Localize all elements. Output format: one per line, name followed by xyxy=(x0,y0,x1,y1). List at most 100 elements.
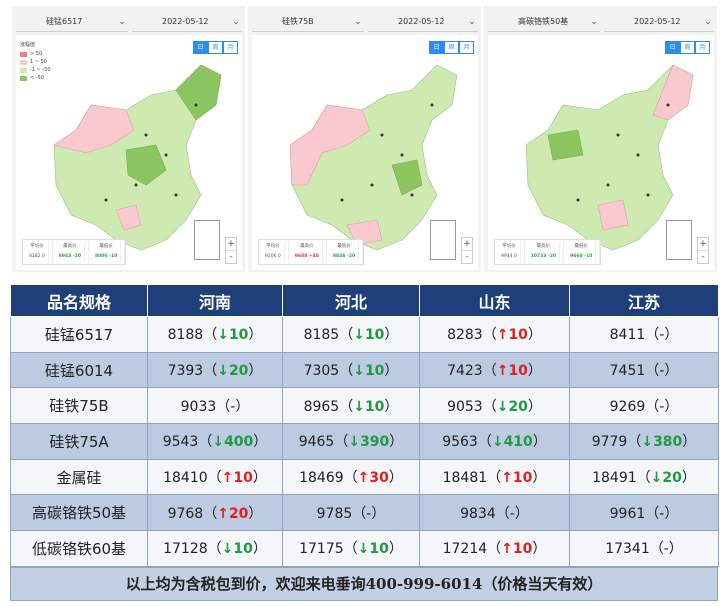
chevron-down-icon: ⌄ xyxy=(354,16,362,27)
tab-month[interactable]: 月 xyxy=(459,41,474,54)
price-value: 17128 xyxy=(163,541,208,558)
chevron-down-icon: ⌄ xyxy=(468,16,476,27)
zoom-out-button[interactable]: - xyxy=(226,250,236,263)
product-name-cell: 硅锰6014 xyxy=(10,351,148,389)
price-cell: 7305（↓10） xyxy=(282,351,420,389)
product-name-cell: 金属硅 xyxy=(10,458,148,496)
china-price-map[interactable]: 涨幅值 > 50 1 ~ 50 -1 ~ -50 < -50 日 周 月 平均价… xyxy=(16,35,242,270)
tab-day[interactable]: 日 xyxy=(429,41,444,54)
table-row: 硅锰6014 7393（↓20） 7305（↓10） 7423（↑10） 7451（-） xyxy=(10,351,719,389)
arrow-down-icon: ↓ xyxy=(641,434,654,451)
arrow-down-icon: ↓ xyxy=(348,434,361,451)
south-sea-inset xyxy=(194,220,220,260)
price-change: 390 xyxy=(360,434,390,451)
price-cell: 8283（↑10） xyxy=(419,316,570,353)
table-row: 硅铁75B 9033（-） 8965（↓10） 9053（↓20） 9269（-） xyxy=(10,387,719,425)
price-change: 10 xyxy=(508,363,528,380)
price-change: 30 xyxy=(369,470,389,487)
price-change: 20 xyxy=(228,363,249,380)
south-sea-inset xyxy=(430,220,456,260)
date-select[interactable]: 2022-05-12 ⌄ xyxy=(604,12,714,32)
price-cell: 9033（-） xyxy=(147,387,283,425)
tab-week[interactable]: 周 xyxy=(680,41,695,54)
price-change: - xyxy=(659,327,665,344)
price-value: 17341 xyxy=(605,541,650,558)
legend-label: < -50 xyxy=(30,75,44,81)
chevron-down-icon: ⌄ xyxy=(704,16,712,27)
price-stats: 平均价 8282 0 最高价 8943 -20 最低价 8000 -10 xyxy=(22,239,127,265)
product-select[interactable]: 高碳铬铁50基 ⌄ xyxy=(488,12,600,32)
zoom-in-button[interactable]: + xyxy=(699,239,707,249)
legend-title: 涨幅值 xyxy=(20,42,36,48)
arrow-up-icon: ↑ xyxy=(496,327,509,344)
date-select[interactable]: 2022-05-12 ⌄ xyxy=(132,12,242,32)
price-value: 7393 xyxy=(167,363,204,380)
tab-month[interactable]: 月 xyxy=(223,41,238,54)
price-change: 10 xyxy=(364,363,385,380)
zoom-in-button[interactable]: + xyxy=(227,239,235,249)
table-row: 低碳铬铁60基 17128（↓10） 17175（↓10） 17214（↑10） 173… xyxy=(10,530,719,567)
product-select[interactable]: 硅铁75B ⌄ xyxy=(252,12,364,32)
zoom-control: + - xyxy=(697,237,709,264)
tab-week[interactable]: 周 xyxy=(208,41,223,54)
tab-day[interactable]: 日 xyxy=(665,41,680,54)
price-value: 9465 xyxy=(298,434,335,451)
price-table: 品名规格 河南 河北 山东 江苏 硅锰6517 8188（↓10） 8185（↓10… xyxy=(10,284,719,567)
price-change: - xyxy=(659,505,665,522)
stat-avg: 平均价 9944 0 xyxy=(495,240,525,264)
stat-min: 最低价 8846 -20 xyxy=(327,240,364,264)
tab-month[interactable]: 月 xyxy=(695,41,710,54)
legend-label: 1 ~ 50 xyxy=(30,59,47,65)
product-name-cell: 低碳铬铁60基 xyxy=(10,530,148,567)
arrow-up-icon: ↑ xyxy=(501,541,513,558)
china-price-map[interactable]: 日 周 月 平均价 9206 0 最高价 9688 +40 最低价 8846 -20 … xyxy=(252,35,478,270)
price-value: 8965 xyxy=(303,398,340,415)
price-change: 20 xyxy=(662,470,682,487)
product-select-value: 硅锰6517 xyxy=(46,17,83,26)
stat-max: 最高价 9688 +40 xyxy=(289,240,327,264)
price-cell: 9269（-） xyxy=(569,387,719,425)
legend-swatch xyxy=(20,75,27,81)
stat-max: 最高价 8943 -20 xyxy=(53,240,89,264)
price-cell: 8411（-） xyxy=(569,316,719,353)
south-sea-inset xyxy=(666,220,692,260)
zoom-out-button[interactable]: - xyxy=(462,250,472,263)
tab-week[interactable]: 周 xyxy=(444,41,459,54)
price-value: 18469 xyxy=(299,470,344,487)
arrow-up-icon: ↑ xyxy=(501,470,513,487)
zoom-out-button[interactable]: - xyxy=(698,250,708,263)
price-cell: 7451（-） xyxy=(569,351,719,389)
footer-note: 以上均为含税包到价，欢迎来电垂询400-999-6014（价格当天有效） xyxy=(10,567,718,601)
zoom-control: + - xyxy=(461,237,473,264)
period-tabs: 日 周 月 xyxy=(665,41,710,54)
map-panels: 硅锰6517 ⌄ 2022-05-12 ⌄ 涨幅值 > 50 1 ~ 50 xyxy=(12,6,718,272)
price-change: - xyxy=(659,363,665,380)
price-change: 400 xyxy=(224,434,254,451)
price-change: 10 xyxy=(508,327,528,344)
table-body: 硅锰6517 8188（↓10） 8185（↓10） 8283（↑10） 8411（-）… xyxy=(10,316,719,567)
arrow-down-icon: ↓ xyxy=(353,398,365,415)
chevron-down-icon: ⌄ xyxy=(590,16,598,27)
price-change: 10 xyxy=(512,541,533,558)
table-row: 高碳铬铁50基 9768（↑20） 9785（-） 9834（-） 9961（-） xyxy=(10,494,719,532)
map-panel-ferrochrome: 高碳铬铁50基 ⌄ 2022-05-12 ⌄ 日 周 月 平均价 xyxy=(484,6,717,272)
china-price-map[interactable]: 日 周 月 平均价 9944 0 最高价 10733 -20 最低价 9660 -10… xyxy=(488,35,714,270)
price-change: 10 xyxy=(364,398,385,415)
price-value: 18491 xyxy=(592,470,637,487)
product-select[interactable]: 硅锰6517 ⌄ xyxy=(16,12,128,32)
date-select[interactable]: 2022-05-12 ⌄ xyxy=(368,12,478,32)
price-value: 9785 xyxy=(316,505,353,522)
tab-day[interactable]: 日 xyxy=(193,41,208,54)
price-stats: 平均价 9944 0 最高价 10733 -20 最低价 9660 -10 xyxy=(494,239,602,265)
price-change: 20 xyxy=(228,505,249,522)
zoom-in-button[interactable]: + xyxy=(463,239,471,249)
price-stats: 平均价 9206 0 最高价 9688 +40 最低价 8846 -20 xyxy=(258,239,365,265)
price-cell: 18469（↑30） xyxy=(282,458,420,496)
table-row: 金属硅 18410（↑10） 18469（↑30） 18481（↑10） 18491（↓… xyxy=(10,458,719,496)
legend-label: > 50 xyxy=(30,51,43,57)
arrow-down-icon: ↓ xyxy=(221,541,234,558)
price-value: 9834 xyxy=(460,505,496,522)
arrow-up-icon: ↑ xyxy=(357,470,370,487)
price-change: - xyxy=(663,541,669,558)
price-cell: 18410（↑10） xyxy=(147,458,283,496)
